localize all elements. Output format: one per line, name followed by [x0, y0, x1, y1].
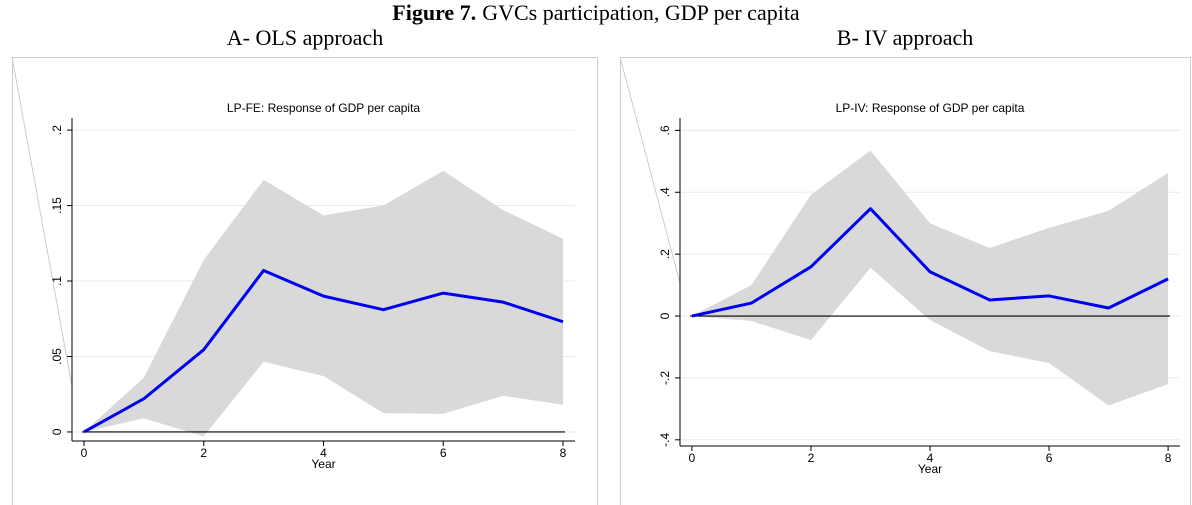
y-tick-label: 0 — [50, 428, 64, 435]
x-tick-label: 6 — [1046, 451, 1053, 465]
panel-frame — [620, 57, 1191, 505]
x-tick-label: 6 — [440, 446, 447, 460]
panel-title: B- IV approach — [837, 25, 973, 50]
chart-title: LP-IV: Response of GDP per capita — [836, 101, 1025, 115]
y-tick-label: .05 — [50, 348, 64, 365]
x-axis-label: Year — [918, 462, 942, 476]
y-tick-label: .15 — [50, 197, 64, 214]
x-tick-label: 8 — [1165, 451, 1172, 465]
y-tick-label: .1 — [50, 276, 64, 286]
y-tick-label: .6 — [658, 125, 672, 135]
figure-title: GVCs participation, GDP per capita — [482, 0, 800, 25]
y-tick-label: -.4 — [658, 432, 672, 446]
x-tick-label: 2 — [200, 446, 207, 460]
response-line — [83, 268, 564, 434]
confidence-band — [691, 150, 1169, 406]
x-tick-label: 8 — [560, 446, 567, 460]
y-tick-label: .2 — [50, 125, 64, 135]
x-axis-label: Year — [311, 457, 335, 471]
y-tick-label: -.2 — [658, 371, 672, 385]
y-tick-label: .4 — [658, 187, 672, 197]
x-tick-label: 0 — [689, 451, 696, 465]
panel-title: A- OLS approach — [227, 25, 383, 50]
y-tick-label: 0 — [658, 312, 672, 319]
panel-frame — [12, 57, 598, 505]
figure-label: Figure 7. — [392, 0, 476, 25]
x-tick-label: 4 — [320, 446, 327, 460]
confidence-band — [83, 170, 564, 437]
response-line — [691, 207, 1169, 318]
x-tick-label: 2 — [808, 451, 815, 465]
chart-title: LP-FE: Response of GDP per capita — [227, 101, 421, 115]
decoration-line — [11, 56, 81, 431]
decoration-line — [619, 56, 689, 314]
x-tick-label: 0 — [81, 446, 88, 460]
figure-heading: Figure 7. GVCs participation, GDP per cap… — [392, 0, 800, 25]
y-tick-label: .2 — [658, 249, 672, 259]
x-tick-label: 4 — [927, 451, 934, 465]
